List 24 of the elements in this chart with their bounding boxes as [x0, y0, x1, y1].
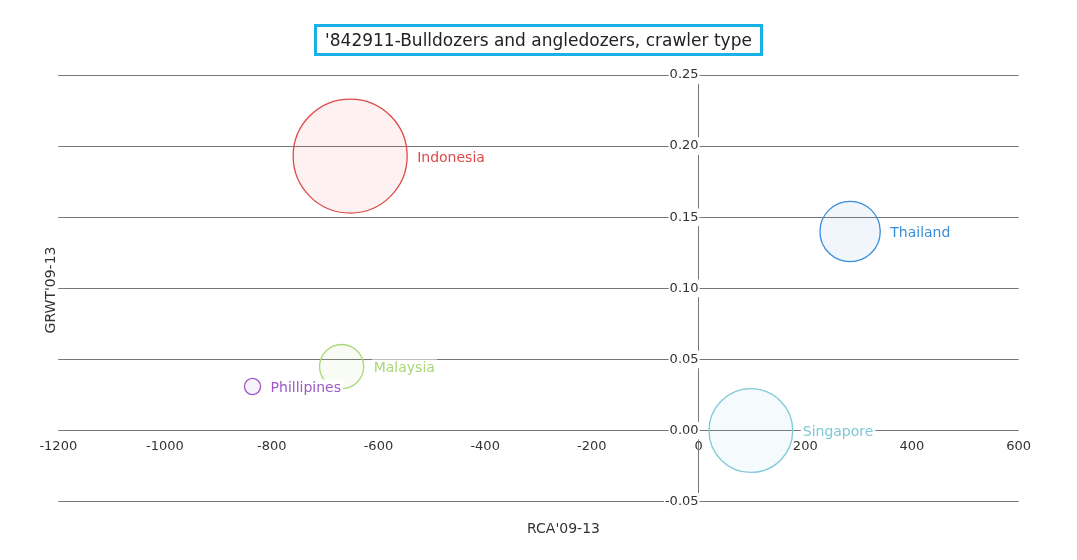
- x-tick-label: -200: [577, 437, 607, 453]
- chart-title: '842911-Bulldozers and angledozers, crawler type: [314, 24, 763, 56]
- series-label: Singapore: [802, 423, 874, 440]
- x-tick-label: -1000: [146, 437, 184, 453]
- x-tick-label: 600: [1006, 437, 1032, 453]
- x-axis-title: RCA'09-13: [526, 520, 601, 536]
- y-tick-label: 0.20: [669, 137, 699, 153]
- y-tick-label: 0.00: [669, 421, 699, 437]
- x-tick-label: -1200: [39, 437, 78, 453]
- y-tick-label: -0.05: [664, 493, 699, 509]
- y-tick-label: 0.10: [669, 279, 699, 295]
- series-label: Phillipines: [270, 379, 342, 396]
- x-tick-label: 200: [792, 437, 818, 453]
- y-tick-label: 0.25: [669, 66, 699, 82]
- y-tick-label: 0.15: [669, 208, 699, 224]
- x-tick-label: -400: [470, 437, 500, 453]
- x-tick-label: -800: [256, 437, 287, 453]
- x-tick-label: -600: [363, 437, 394, 453]
- series-label: Indonesia: [417, 148, 485, 165]
- series-label: Malaysia: [373, 359, 435, 376]
- y-tick-label: 0.05: [669, 350, 699, 366]
- x-tick-label: 400: [899, 437, 925, 453]
- series-label: Thailand: [889, 224, 951, 241]
- y-axis-title: GRWT'09-13: [42, 245, 58, 336]
